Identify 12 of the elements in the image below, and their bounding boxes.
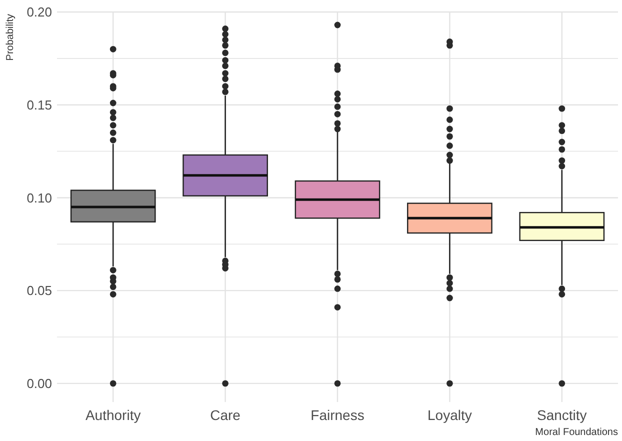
x-axis-title: Moral Foundations [535, 427, 618, 438]
x-tick-label: Fairness [310, 407, 364, 423]
y-axis-title: Probability [5, 14, 16, 61]
x-tick-label: Sanctity [536, 407, 587, 423]
y-tick-label: 0.15 [26, 97, 52, 112]
y-tick-label: 0.05 [26, 283, 52, 298]
y-tick-label: 0.10 [26, 190, 52, 206]
x-tick-label: Authority [85, 407, 141, 423]
x-tick-label: Care [210, 407, 241, 423]
y-tick-label: 0.00 [26, 376, 52, 391]
y-tick-label: 0.20 [26, 4, 52, 20]
x-tick-label: Loyalty [428, 407, 472, 423]
